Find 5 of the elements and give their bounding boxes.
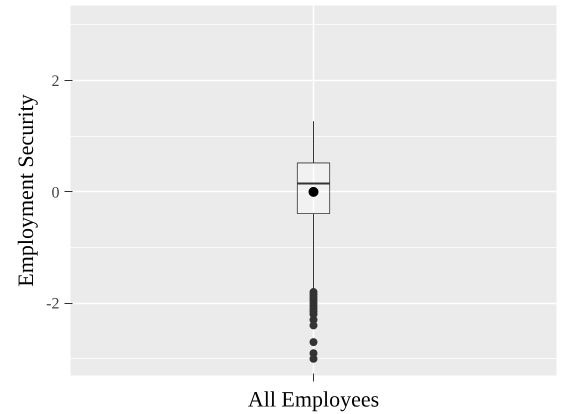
y-tick-label: 2	[52, 73, 60, 90]
y-tick-label: 0	[52, 184, 60, 202]
y-tick-label: -2	[46, 296, 60, 313]
x-axis-title: All Employees	[248, 386, 380, 412]
y-axis-title: Employment Security	[13, 94, 38, 287]
